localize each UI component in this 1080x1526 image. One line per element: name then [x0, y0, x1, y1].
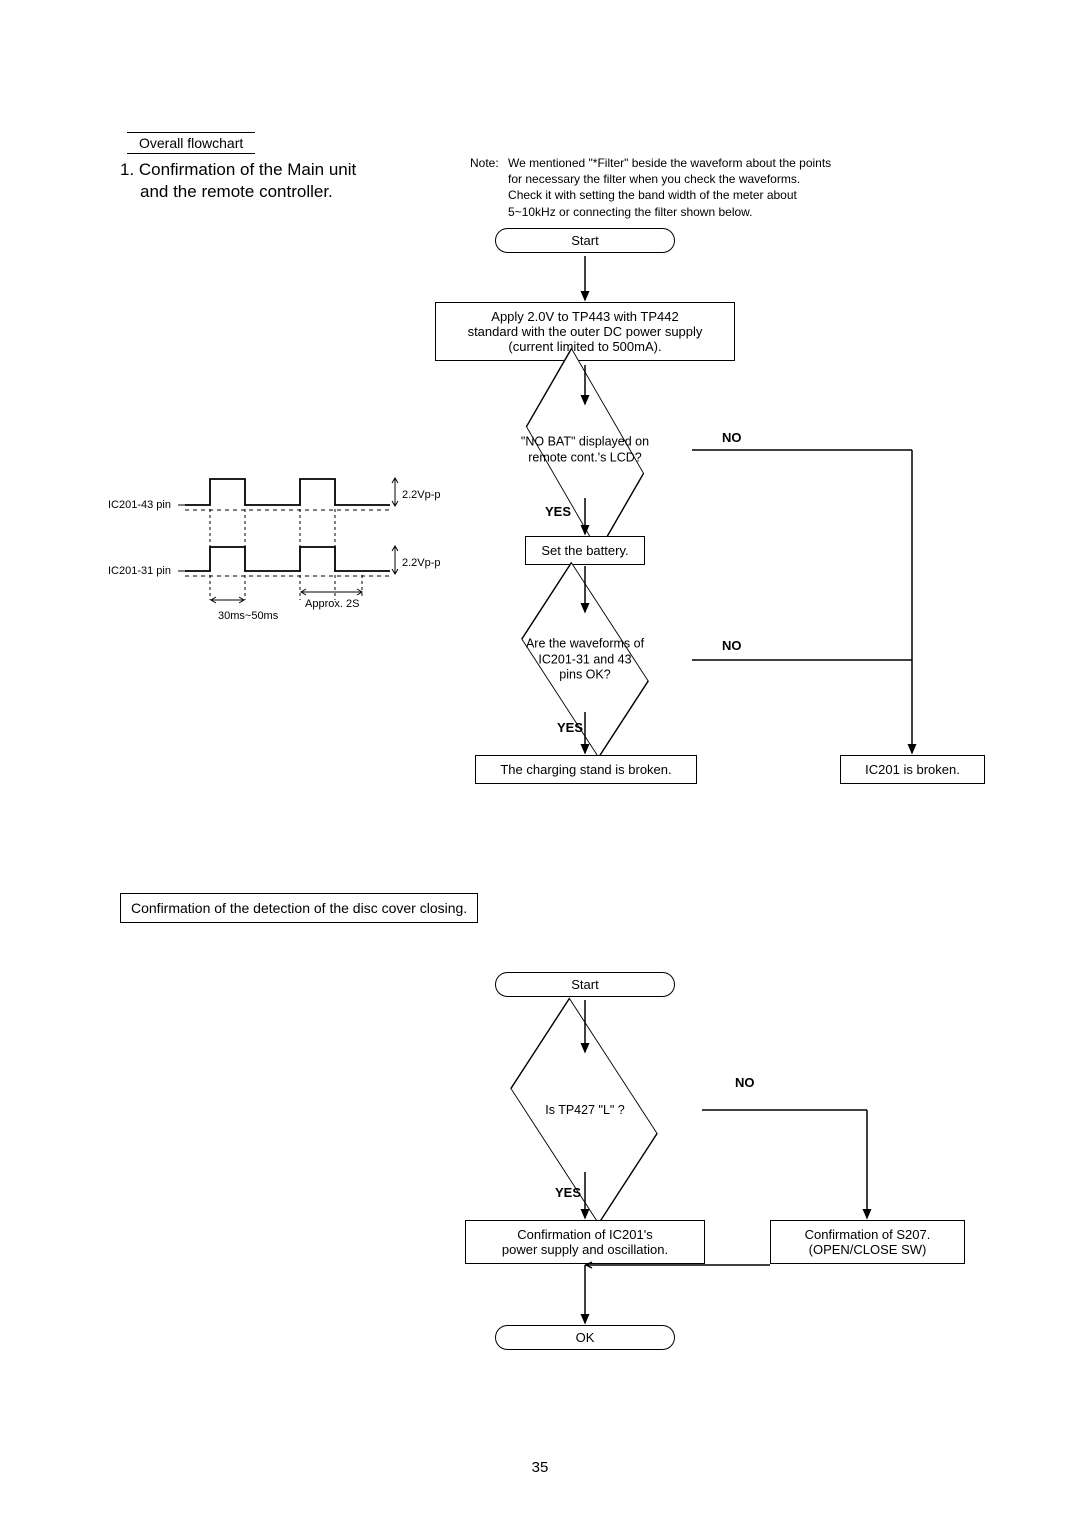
- note-l3: Check it with setting the band width of …: [508, 188, 797, 202]
- fc1-dec1-text: "NO BAT" displayed on remote cont.'s LCD…: [480, 434, 690, 465]
- fc1-start: Start: [495, 228, 675, 253]
- fc2-out-no-l1: Confirmation of S207.: [805, 1227, 931, 1242]
- title-overall-flowchart: Overall flowchart: [127, 132, 255, 154]
- fc1-step1: Apply 2.0V to TP443 with TP442 standard …: [435, 302, 735, 361]
- fc2-out-yes-l1: Confirmation of IC201's: [517, 1227, 652, 1242]
- fc1-out-yes: The charging stand is broken.: [475, 755, 697, 784]
- fc1-dec1-yes: YES: [545, 504, 571, 519]
- fc1-out-no-text: IC201 is broken.: [865, 762, 960, 777]
- wf-tlong: Approx. 2S: [305, 598, 359, 610]
- wf-pin31: IC201-31 pin: [108, 565, 171, 577]
- fc1-dec2-text: Are the waveforms of IC201-31 and 43 pin…: [480, 637, 690, 684]
- fc1-step2-text: Set the battery.: [541, 543, 628, 558]
- fc1-dec1-l2: remote cont.'s LCD?: [528, 450, 642, 464]
- fc1-step2: Set the battery.: [525, 536, 645, 565]
- fc1-dec1-no: NO: [722, 430, 742, 445]
- fc2-out-no: Confirmation of S207. (OPEN/CLOSE SW): [770, 1220, 965, 1264]
- fc1-dec2-l2: IC201-31 and 43: [538, 652, 631, 666]
- fc2-out-no-l2: (OPEN/CLOSE SW): [809, 1242, 927, 1257]
- note-l4: 5~10kHz or connecting the filter shown b…: [508, 205, 752, 219]
- wf-vpp-1: 2.2Vp-p: [402, 489, 441, 501]
- fc1-out-no: IC201 is broken.: [840, 755, 985, 784]
- fc1-dec1: "NO BAT" displayed on remote cont.'s LCD…: [480, 400, 690, 500]
- note-label: Note:: [470, 155, 499, 171]
- title-text: Overall flowchart: [139, 135, 243, 151]
- fc1-dec1-l1: "NO BAT" displayed on: [521, 434, 649, 448]
- fc2-start-text: Start: [571, 977, 598, 992]
- fc2-dec1: Is TP427 "L" ?: [465, 1046, 705, 1176]
- fc2-dec1-no: NO: [735, 1075, 755, 1090]
- note-l1: We mentioned "*Filter" beside the wavefo…: [508, 156, 831, 170]
- fc2-dec1-l: Is TP427 "L" ?: [545, 1103, 625, 1117]
- fc1-start-text: Start: [571, 233, 598, 248]
- fc2-dec1-text: Is TP427 "L" ?: [465, 1103, 705, 1119]
- wf-tshort: 30ms~50ms: [218, 610, 278, 622]
- fc1-dec2-l1: Are the waveforms of: [526, 637, 644, 651]
- page: Overall flowchart 1. Confirmation of the…: [0, 0, 1080, 1526]
- note-body: We mentioned "*Filter" beside the wavefo…: [508, 155, 968, 220]
- fc1-step1-l1: Apply 2.0V to TP443 with TP442: [491, 309, 678, 324]
- fc1-dec2: Are the waveforms of IC201-31 and 43 pin…: [480, 605, 690, 715]
- note-block: Note: We mentioned "*Filter" beside the …: [470, 155, 990, 220]
- fc1-step1-l3: (current limited to 500mA).: [508, 339, 661, 354]
- note-l2: for necessary the filter when you check …: [508, 172, 800, 186]
- wf-pin43: IC201-43 pin: [108, 499, 171, 511]
- fc2-out-yes-l2: power supply and oscillation.: [502, 1242, 668, 1257]
- wf-vpp-2: 2.2Vp-p: [402, 557, 441, 569]
- fc1-step1-l2: standard with the outer DC power supply: [468, 324, 703, 339]
- page-number: 35: [532, 1459, 549, 1476]
- fc2-start: Start: [495, 972, 675, 997]
- section2-title-text: Confirmation of the detection of the dis…: [131, 900, 467, 916]
- heading-line1: 1. Confirmation of the Main unit: [120, 160, 356, 180]
- section2-title: Confirmation of the detection of the dis…: [120, 893, 478, 923]
- fc1-dec2-l3: pins OK?: [559, 668, 610, 682]
- fc2-ok: OK: [495, 1325, 675, 1350]
- fc2-ok-text: OK: [576, 1330, 595, 1345]
- fc2-dec1-yes: YES: [555, 1185, 581, 1200]
- fc1-out-yes-text: The charging stand is broken.: [500, 762, 671, 777]
- fc2-out-yes: Confirmation of IC201's power supply and…: [465, 1220, 705, 1264]
- fc1-dec2-no: NO: [722, 638, 742, 653]
- fc1-dec2-yes: YES: [557, 720, 583, 735]
- heading-line2: and the remote controller.: [140, 182, 333, 202]
